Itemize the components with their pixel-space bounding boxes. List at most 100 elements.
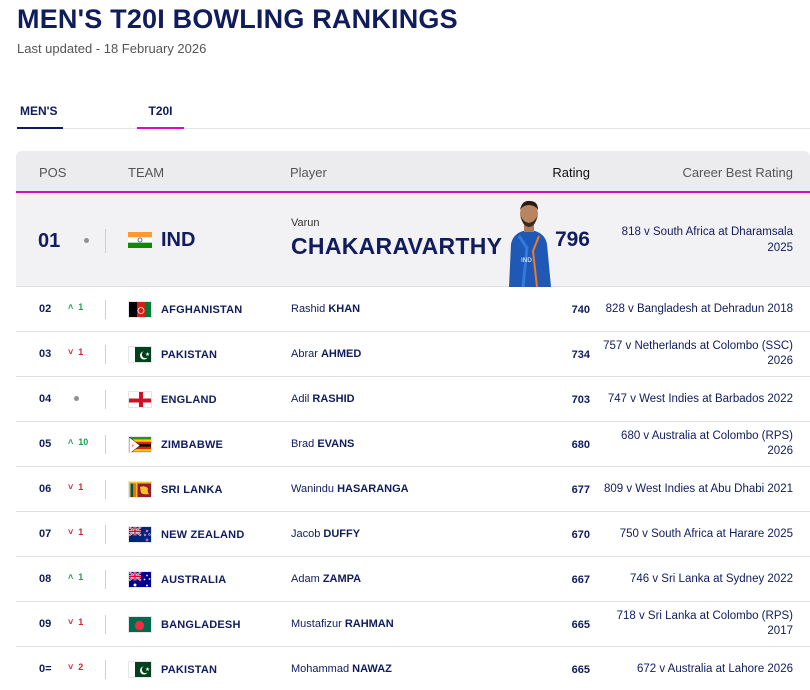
player-name[interactable]: Brad EVANS [291, 438, 354, 450]
table-header: POS TEAM Player Rating Career Best Ratin… [16, 151, 810, 193]
team-code: IND [161, 229, 196, 251]
career-best: 718 v Sri Lanka at Colombo (RPS) 2017 [593, 609, 793, 639]
player-name[interactable]: Jacob DUFFY [291, 528, 360, 540]
team-name: ZIMBABWE [161, 439, 224, 451]
movement-value: 1 [78, 527, 84, 537]
arrow-down-icon: ˅ [68, 617, 74, 627]
table-row[interactable]: 0= ˅ 2 PAKISTAN Mohammad NAWAZ 665 672 v Austr… [16, 647, 810, 690]
movement-value: 1 [78, 347, 84, 357]
pakistan-flag-icon [128, 346, 152, 363]
career-best-line1: 747 v West Indies at Barbados 2022 [607, 393, 793, 405]
player-first-name: Adil [291, 393, 310, 405]
divider [105, 615, 106, 634]
career-best-line1: 672 v Australia at Lahore 2026 [636, 663, 793, 675]
career-best: 828 v Bangladesh at Dehradun 2018 [593, 302, 793, 317]
player-name[interactable]: Mohammad NAWAZ [291, 663, 392, 675]
column-header-player: Player [290, 165, 327, 180]
career-best-line2: 2026 [767, 445, 793, 457]
player-name[interactable]: Abrar AHMED [291, 348, 361, 360]
top-ranked-row[interactable]: 01 IND Varun CHAKARAVARTHY IND 796 818 v… [16, 193, 810, 288]
player-first-name: Mohammad [291, 663, 350, 675]
movement-value: 10 [78, 437, 89, 447]
rank-position: 09 [39, 618, 52, 630]
ranking-tabs: MEN'S T20I [17, 102, 810, 129]
rank-position: 01 [38, 230, 61, 252]
career-best: 809 v West Indies at Abu Dhabi 2021 [593, 482, 793, 497]
rank-movement: ˄ 10 [68, 437, 88, 447]
rank-movement [68, 392, 79, 401]
rankings-table: POS TEAM Player Rating Career Best Ratin… [16, 151, 810, 690]
table-row[interactable]: 03 ˅ 1 PAKISTAN Abrar AHMED 734 757 v Netherla… [16, 332, 810, 377]
rating-value: 665 [571, 664, 590, 676]
player-last-name: NAWAZ [352, 663, 392, 675]
tab-mens[interactable]: MEN'S [17, 102, 63, 129]
career-best-line1: 757 v Netherlands at Colombo (SSC) [603, 340, 793, 352]
career-best-line1: 718 v Sri Lanka at Colombo (RPS) [616, 610, 793, 622]
team-name: SRI LANKA [161, 484, 223, 496]
rank-position: 08 [39, 573, 52, 585]
table-row[interactable]: 07 ˅ 1 NEW ZEALAND Jacob DUFFY 670 750 v South… [16, 512, 810, 557]
no-change-icon [84, 238, 89, 243]
rank-position: 0= [39, 663, 52, 675]
rating-value: 796 [554, 228, 590, 251]
movement-value: 1 [78, 482, 84, 492]
ranking-rows: 02 ˄ 1 AFGHANISTAN Rashid KHAN 740 828 v Bangl… [16, 287, 810, 690]
table-row[interactable]: 09 ˅ 1 BANGLADESH Mustafizur RAHMAN 665 718 v … [16, 602, 810, 647]
divider [105, 570, 106, 589]
sri-lanka-flag-icon [128, 481, 152, 498]
divider [105, 345, 106, 364]
page-title: MEN'S T20I BOWLING RANKINGS [17, 4, 458, 34]
career-best: 680 v Australia at Colombo (RPS) 2026 [593, 429, 793, 459]
bangladesh-flag-icon [128, 616, 152, 633]
player-name[interactable]: Adil RASHID [291, 393, 355, 405]
career-best-line2: 2026 [767, 355, 793, 367]
svg-text:IND: IND [521, 257, 532, 264]
arrow-up-icon: ˄ [68, 572, 74, 582]
rank-movement: ˅ 1 [68, 527, 83, 537]
rating-value: 703 [571, 394, 590, 406]
career-best-line1: 828 v Bangladesh at Dehradun 2018 [605, 303, 793, 315]
table-row[interactable]: 05 ˄ 10 ZIMBABWE Brad EVANS 680 680 v Australi… [16, 422, 810, 467]
arrow-down-icon: ˅ [68, 482, 74, 492]
career-best-line2: 2017 [767, 625, 793, 637]
player-first-name: Jacob [291, 528, 321, 540]
player-last-name[interactable]: CHAKARAVARTHY [291, 233, 503, 259]
career-best-line1: 680 v Australia at Colombo (RPS) [621, 430, 793, 442]
tab-t20i[interactable]: T20I [137, 102, 184, 129]
rank-movement: ˅ 1 [68, 617, 83, 627]
divider [105, 435, 106, 454]
rank-position: 06 [39, 483, 52, 495]
rank-movement: ˄ 1 [68, 572, 83, 582]
player-name[interactable]: Wanindu HASARANGA [291, 483, 409, 495]
career-best: 747 v West Indies at Barbados 2022 [593, 392, 793, 407]
player-last-name: KHAN [328, 303, 361, 315]
divider [105, 300, 106, 319]
divider [105, 480, 106, 499]
career-best-line1: 809 v West Indies at Abu Dhabi 2021 [603, 483, 793, 495]
arrow-down-icon: ˅ [68, 347, 74, 357]
divider [105, 390, 106, 409]
rank-movement: ˅ 2 [68, 662, 83, 672]
column-header-rating[interactable]: Rating [552, 165, 590, 180]
table-row[interactable]: 08 ˄ 1 AUSTRALIA Adam ZAMPA 667 746 v Sri Lank… [16, 557, 810, 602]
player-first-name: Varun [291, 217, 320, 229]
player-first-name: Adam [291, 573, 320, 585]
career-best: 757 v Netherlands at Colombo (SSC) 2026 [593, 339, 793, 369]
player-name[interactable]: Mustafizur RAHMAN [291, 618, 394, 630]
table-row[interactable]: 04 ENGLAND Adil RASHID 703 747 v West Indies… [16, 377, 810, 422]
player-name[interactable]: Rashid KHAN [291, 303, 360, 315]
player-first-name: Brad [291, 438, 315, 450]
table-row[interactable]: 06 ˅ 1 SRI LANKA Wanindu HASARANGA 677 809 v W… [16, 467, 810, 512]
arrow-up-icon: ˄ [68, 437, 74, 447]
career-best-line1: 750 v South Africa at Harare 2025 [619, 528, 793, 540]
no-change-icon [74, 396, 79, 401]
rank-position: 02 [39, 303, 52, 315]
player-name[interactable]: Adam ZAMPA [291, 573, 361, 585]
player-first-name: Rashid [291, 303, 326, 315]
movement-value: 2 [78, 662, 84, 672]
rank-position: 05 [39, 438, 52, 450]
table-row[interactable]: 02 ˄ 1 AFGHANISTAN Rashid KHAN 740 828 v Bangl… [16, 287, 810, 332]
australia-flag-icon [128, 571, 152, 588]
career-best-line2: 2025 [767, 242, 793, 254]
player-last-name: RAHMAN [344, 618, 394, 630]
